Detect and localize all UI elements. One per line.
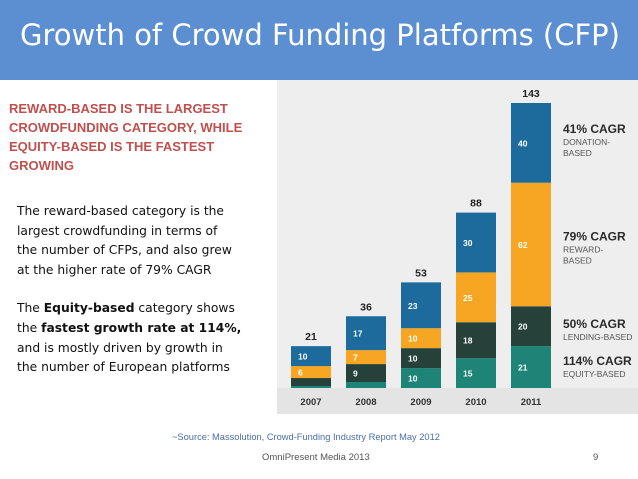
bar-segment [401, 368, 441, 388]
paragraph-line: the number of European platforms [17, 360, 230, 375]
bar-segment [511, 306, 551, 347]
segment-value-label: 10 [298, 352, 308, 362]
source-note: ~Source: Massolution, Crowd-Funding Indu… [172, 432, 440, 442]
x-tick-label: 2008 [355, 397, 376, 408]
paragraph-line: the fastest growth rate at 114%, [17, 319, 279, 339]
paragraph-line: at the higher rate of 79% CAGR [17, 262, 212, 277]
x-axis-strip [277, 388, 638, 414]
slide-title: Growth of Crowd Funding Platforms (CFP) [20, 18, 620, 52]
bar-total-label: 143 [522, 88, 540, 100]
paragraph-line: The reward-based category is the [17, 204, 224, 218]
paragraph-line: and is mostly driven by growth in [17, 340, 223, 355]
bar-segment [346, 364, 386, 383]
legend-cagr-label: 50% CAGR [563, 317, 626, 331]
paragraph-line: the number of CFPs, and also grew [17, 243, 232, 258]
x-tick-label: 2007 [300, 397, 321, 408]
segment-value-label: 23 [408, 301, 418, 311]
bar-segment [456, 212, 496, 273]
text-run: category shows [134, 301, 235, 316]
segment-value-label: 62 [518, 240, 528, 250]
headline-line: REWARD-BASED IS THE LARGEST [9, 101, 228, 116]
legend-series-label: BASED [563, 148, 592, 158]
segment-value-label: 10 [408, 374, 418, 384]
headline-line: GROWING [9, 158, 74, 173]
text-run: The [17, 301, 44, 316]
bar-segment [456, 322, 496, 359]
paragraph-gap [17, 280, 279, 299]
legend-cagr-label: 41% CAGR [563, 122, 626, 136]
x-tick-label: 2010 [465, 397, 486, 408]
bar-segment [511, 346, 551, 388]
segment-value-label: 10 [408, 354, 418, 364]
legend-series-label: BASED [563, 256, 592, 266]
legend-series-label: EQUITY-BASED [563, 369, 626, 379]
x-tick-label: 2009 [410, 397, 431, 408]
headline-line: CROWDFUNDING CATEGORY, WHILE [9, 120, 243, 135]
bar-segment [456, 358, 496, 388]
body-text: The reward-based category is the largest… [17, 202, 279, 378]
segment-value-label: 7 [353, 353, 358, 363]
bar-segment [401, 348, 441, 369]
legend-cagr-label: 79% CAGR [563, 230, 626, 244]
bar-segment [511, 182, 551, 307]
segment-value-label: 30 [463, 238, 473, 248]
segment-value-label: 18 [463, 336, 473, 346]
bar-segment [291, 366, 331, 379]
segment-value-label: 25 [463, 293, 473, 303]
segment-value-label: 6 [298, 368, 303, 378]
bold-text: fastest growth rate at 114%, [41, 320, 242, 335]
headline: REWARD-BASED IS THE LARGEST CROWDFUNDING… [9, 99, 271, 175]
bar-total-label: 21 [305, 331, 317, 343]
text-run: the [17, 320, 42, 335]
segment-value-label: 40 [518, 138, 528, 148]
bar-segment [511, 103, 551, 183]
title-bar: Growth of Crowd Funding Platforms (CFP) [0, 0, 638, 80]
segment-value-label: 15 [463, 369, 473, 379]
legend-series-label: DONATION- [563, 137, 610, 147]
bar-total-label: 36 [360, 301, 372, 313]
page-number: 9 [593, 452, 599, 463]
paragraph-line: The Equity-based category shows [17, 299, 279, 319]
bar-segment [401, 328, 441, 349]
segment-value-label: 17 [353, 329, 363, 339]
bar-segment [291, 386, 331, 388]
headline-line: EQUITY-BASED IS THE FASTEST [9, 139, 215, 154]
segment-value-label: 21 [518, 363, 528, 373]
bar-segment [291, 378, 331, 387]
bar-segment [401, 282, 441, 329]
footer-text: OmniPresent Media 2013 [262, 452, 370, 463]
bar-segment [456, 272, 496, 323]
segment-value-label: 10 [408, 334, 418, 344]
legend-series-label: REWARD- [563, 245, 603, 255]
bar-total-label: 88 [470, 198, 482, 210]
bar-total-label: 53 [415, 267, 427, 279]
bar-segment [346, 316, 386, 351]
bold-text: Equity-based [43, 301, 135, 316]
segment-value-label: 9 [353, 369, 358, 379]
stacked-bar-chart: 6 10 21 2007 9 7 17 36 2008 10 10 10 23 53 2009 15 18 25 3… [277, 88, 638, 414]
bar-segment [291, 346, 331, 367]
paragraph-line: largest crowdfunding in terms of [17, 223, 218, 238]
legend-series-label: LENDING-BASED [563, 332, 632, 342]
bar-segment [346, 350, 386, 365]
segment-value-label: 20 [518, 322, 528, 332]
bar-segment [346, 382, 386, 388]
x-tick-label: 2011 [521, 397, 542, 408]
legend-cagr-label: 114% CAGR [563, 354, 632, 368]
